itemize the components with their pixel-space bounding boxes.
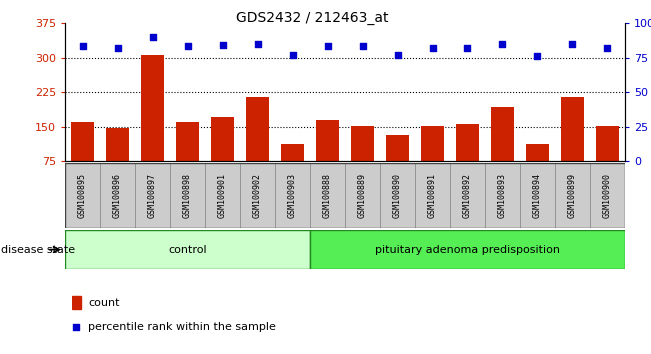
Bar	[281, 144, 304, 195]
Bar	[345, 163, 380, 228]
Bar	[520, 163, 555, 228]
Bar	[211, 117, 234, 195]
Text: GSM100897: GSM100897	[148, 173, 157, 218]
Text: GSM100896: GSM100896	[113, 173, 122, 218]
Bar	[176, 122, 199, 195]
Text: GSM100895: GSM100895	[78, 173, 87, 218]
Bar	[596, 126, 619, 195]
Bar	[415, 163, 450, 228]
Point	[533, 53, 543, 59]
Text: GSM100893: GSM100893	[498, 173, 507, 218]
Text: GSM100888: GSM100888	[323, 173, 332, 218]
Bar	[485, 163, 520, 228]
Point	[182, 44, 193, 49]
Bar	[310, 163, 345, 228]
Bar	[65, 230, 310, 269]
Point	[357, 44, 368, 49]
Bar	[205, 163, 240, 228]
Point	[497, 41, 508, 46]
Text: GSM100903: GSM100903	[288, 173, 297, 218]
Bar	[106, 128, 129, 195]
Text: GSM100892: GSM100892	[463, 173, 472, 218]
Bar	[275, 163, 310, 228]
Point	[427, 45, 437, 51]
Point	[113, 45, 123, 51]
Bar	[555, 163, 590, 228]
Text: GSM100891: GSM100891	[428, 173, 437, 218]
Text: percentile rank within the sample: percentile rank within the sample	[88, 322, 276, 332]
Point	[147, 34, 158, 40]
Text: pituitary adenoma predisposition: pituitary adenoma predisposition	[375, 245, 560, 255]
Bar	[351, 126, 374, 195]
Point	[462, 45, 473, 51]
Point	[567, 41, 577, 46]
Text: GSM100890: GSM100890	[393, 173, 402, 218]
Bar	[135, 163, 170, 228]
Bar	[386, 135, 409, 195]
Bar	[141, 55, 164, 195]
Bar	[100, 163, 135, 228]
Point	[322, 44, 333, 49]
Bar	[526, 144, 549, 195]
Text: GSM100899: GSM100899	[568, 173, 577, 218]
Point	[217, 42, 228, 48]
Point	[253, 41, 263, 46]
Bar	[590, 163, 625, 228]
Bar	[65, 163, 100, 228]
Text: disease state: disease state	[1, 245, 75, 255]
Bar	[561, 97, 584, 195]
Point	[602, 45, 613, 51]
Text: control: control	[168, 245, 207, 255]
Bar	[310, 230, 625, 269]
Bar	[240, 163, 275, 228]
Text: GSM100889: GSM100889	[358, 173, 367, 218]
Bar	[456, 124, 479, 195]
Bar	[316, 120, 339, 195]
Text: GDS2432 / 212463_at: GDS2432 / 212463_at	[236, 11, 389, 25]
Text: GSM100894: GSM100894	[533, 173, 542, 218]
Bar	[491, 107, 514, 195]
Bar	[72, 297, 81, 309]
Text: count: count	[88, 298, 119, 308]
Bar	[450, 163, 485, 228]
Text: GSM100901: GSM100901	[218, 173, 227, 218]
Text: GSM100902: GSM100902	[253, 173, 262, 218]
Point	[71, 325, 81, 330]
Point	[393, 52, 403, 58]
Point	[77, 44, 88, 49]
Bar	[380, 163, 415, 228]
Point	[287, 52, 298, 58]
Bar	[170, 163, 205, 228]
Bar	[246, 97, 269, 195]
Text: GSM100898: GSM100898	[183, 173, 192, 218]
Bar	[71, 122, 94, 195]
Bar	[421, 126, 444, 195]
Text: GSM100900: GSM100900	[603, 173, 612, 218]
